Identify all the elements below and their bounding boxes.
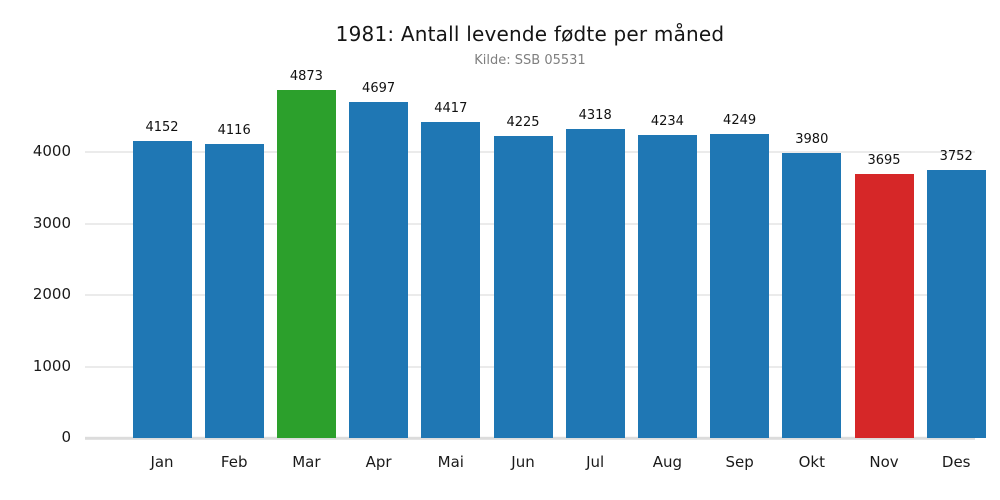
y-tick-label-0: 0	[61, 428, 71, 446]
plot-area: 0 1000 2000 3000 4000 4152 Jan 4116 Feb 4873 Mar 46…	[33, 69, 986, 471]
bar-jan	[132, 141, 192, 438]
y-tick-label-4000: 4000	[32, 142, 71, 161]
chart-subtitle: Kilde: SSB 05531	[474, 53, 586, 68]
bar-value-label-des: 3752	[939, 148, 973, 164]
bar-value-label-aug: 4234	[650, 114, 684, 130]
x-tick-label-okt: Okt	[798, 453, 825, 471]
x-tick-label-aug: Aug	[652, 453, 683, 471]
x-tick-label-jul: Jul	[586, 453, 605, 471]
bar-feb	[204, 143, 264, 438]
bar-value-label-jan: 4152	[145, 120, 179, 136]
y-tick-label-3000: 3000	[32, 213, 71, 232]
bar-value-label-mai: 4417	[434, 101, 468, 117]
x-tick-label-sep: Sep	[725, 453, 754, 471]
x-tick-label-mai: Mai	[437, 453, 464, 471]
bar-mar	[276, 89, 336, 438]
y-tick-label-1000: 1000	[32, 356, 71, 375]
bar-des	[926, 169, 986, 438]
bar-nov	[854, 173, 914, 438]
bar-value-label-jun: 4225	[506, 114, 540, 130]
bar-value-label-sep: 4249	[723, 113, 757, 129]
chart-title: 1981: Antall levende fødte per måned	[335, 22, 725, 46]
bar-value-label-jul: 4318	[578, 108, 612, 124]
x-tick-label-jun: Jun	[511, 453, 535, 471]
baseline	[85, 436, 975, 440]
bar-aug	[637, 135, 697, 438]
bar-apr	[349, 102, 409, 438]
bar-jun	[493, 135, 553, 438]
x-tick-label-feb: Feb	[220, 453, 248, 471]
bar-value-label-feb: 4116	[217, 122, 251, 138]
bar-value-label-mar: 4873	[289, 68, 323, 84]
bar-value-label-apr: 4697	[362, 81, 396, 97]
bar-okt	[782, 153, 842, 438]
x-tick-label-apr: Apr	[365, 453, 392, 471]
x-tick-label-mar: Mar	[292, 453, 321, 471]
bar-value-label-okt: 3980	[795, 132, 829, 148]
bar-sep	[710, 134, 770, 438]
y-tick-label-2000: 2000	[32, 285, 71, 304]
bar-jul	[565, 129, 625, 438]
x-tick-label-des: Des	[941, 453, 971, 471]
bar-mai	[421, 122, 481, 438]
x-tick-label-jan: Jan	[150, 453, 174, 471]
bar-value-label-nov: 3695	[867, 152, 901, 168]
x-tick-label-nov: Nov	[869, 453, 899, 471]
